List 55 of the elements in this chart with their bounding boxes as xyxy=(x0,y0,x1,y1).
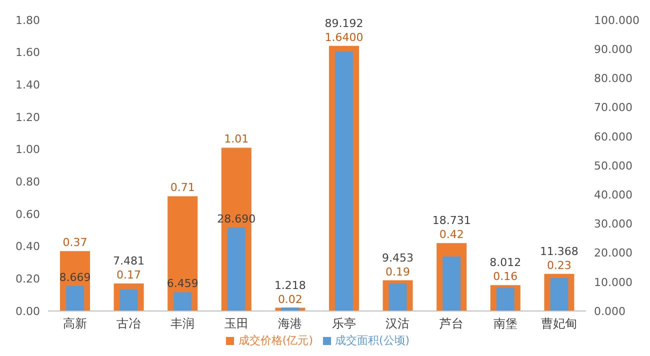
y-tick-label: 1.80 xyxy=(16,14,40,27)
x-tick-label: 高新 xyxy=(62,316,87,331)
x-tick-label: 丰润 xyxy=(170,316,194,331)
data-label: 11.368 xyxy=(540,244,578,258)
y2-tick-label: 60.000 xyxy=(594,130,632,144)
data-label: 0.23 xyxy=(546,258,572,272)
y-tick-label: 0.20 xyxy=(16,272,40,286)
legend-label: 成交面积(公顷) xyxy=(335,334,410,347)
data-label: 8.669 xyxy=(59,270,91,284)
x-tick-label: 古冶 xyxy=(116,316,141,331)
data-label: 0.19 xyxy=(386,265,410,278)
data-label: 8.012 xyxy=(490,256,522,270)
bar xyxy=(227,228,246,311)
data-label: 7.481 xyxy=(113,254,145,268)
y2-tick-label: 20.000 xyxy=(594,246,632,260)
data-label: 9.453 xyxy=(382,251,414,264)
y2-tick-label: 10.000 xyxy=(594,276,632,289)
data-label: 89.192 xyxy=(324,16,364,30)
bar xyxy=(66,286,84,311)
y-tick-label: 0.60 xyxy=(16,208,40,221)
y2-tick-label: 0.000 xyxy=(594,304,626,318)
y-tick-label: 1.60 xyxy=(16,46,40,60)
data-label: 1.218 xyxy=(274,278,306,292)
data-label: 6.459 xyxy=(166,277,198,290)
y2-tick-label: 30.000 xyxy=(594,218,632,231)
y-tick-label: 0.40 xyxy=(16,240,40,254)
y2-tick-label: 40.000 xyxy=(594,188,632,202)
x-tick-label: 南堡 xyxy=(493,316,518,331)
x-tick-label: 海港 xyxy=(278,316,302,331)
data-label: 1.01 xyxy=(224,132,249,146)
data-label: 0.42 xyxy=(439,228,464,242)
y2-tick-label: 80.000 xyxy=(594,72,632,86)
y-tick-label: 1.00 xyxy=(16,143,40,156)
bar xyxy=(174,292,192,311)
data-label: 0.37 xyxy=(62,236,88,250)
data-label: 0.71 xyxy=(170,181,195,194)
y2-tick-label: 70.000 xyxy=(594,101,632,114)
y2-tick-label: 50.000 xyxy=(594,159,632,172)
legend-label: 成交价格(亿元) xyxy=(238,334,313,347)
y-tick-label: 1.20 xyxy=(16,110,40,124)
x-tick-label: 曹妃甸 xyxy=(541,316,578,331)
x-tick-label: 汉沽 xyxy=(386,316,410,331)
y-tick-label: 1.40 xyxy=(16,78,40,92)
data-label: 0.17 xyxy=(116,268,142,282)
x-tick-label: 乐亭 xyxy=(332,316,356,331)
data-label: 0.16 xyxy=(493,270,518,284)
data-label: 0.02 xyxy=(278,292,302,306)
data-label: 18.731 xyxy=(432,214,471,228)
data-label: 1.6400 xyxy=(324,30,364,44)
y2-tick-label: 90.000 xyxy=(594,43,632,56)
y-tick-label: 0.80 xyxy=(16,176,40,189)
x-tick-label: 芦台 xyxy=(440,316,464,331)
x-tick-label: 玉田 xyxy=(224,316,248,331)
y2-tick-label: 100.000 xyxy=(594,14,640,27)
y-tick-label: 0.00 xyxy=(16,304,40,318)
